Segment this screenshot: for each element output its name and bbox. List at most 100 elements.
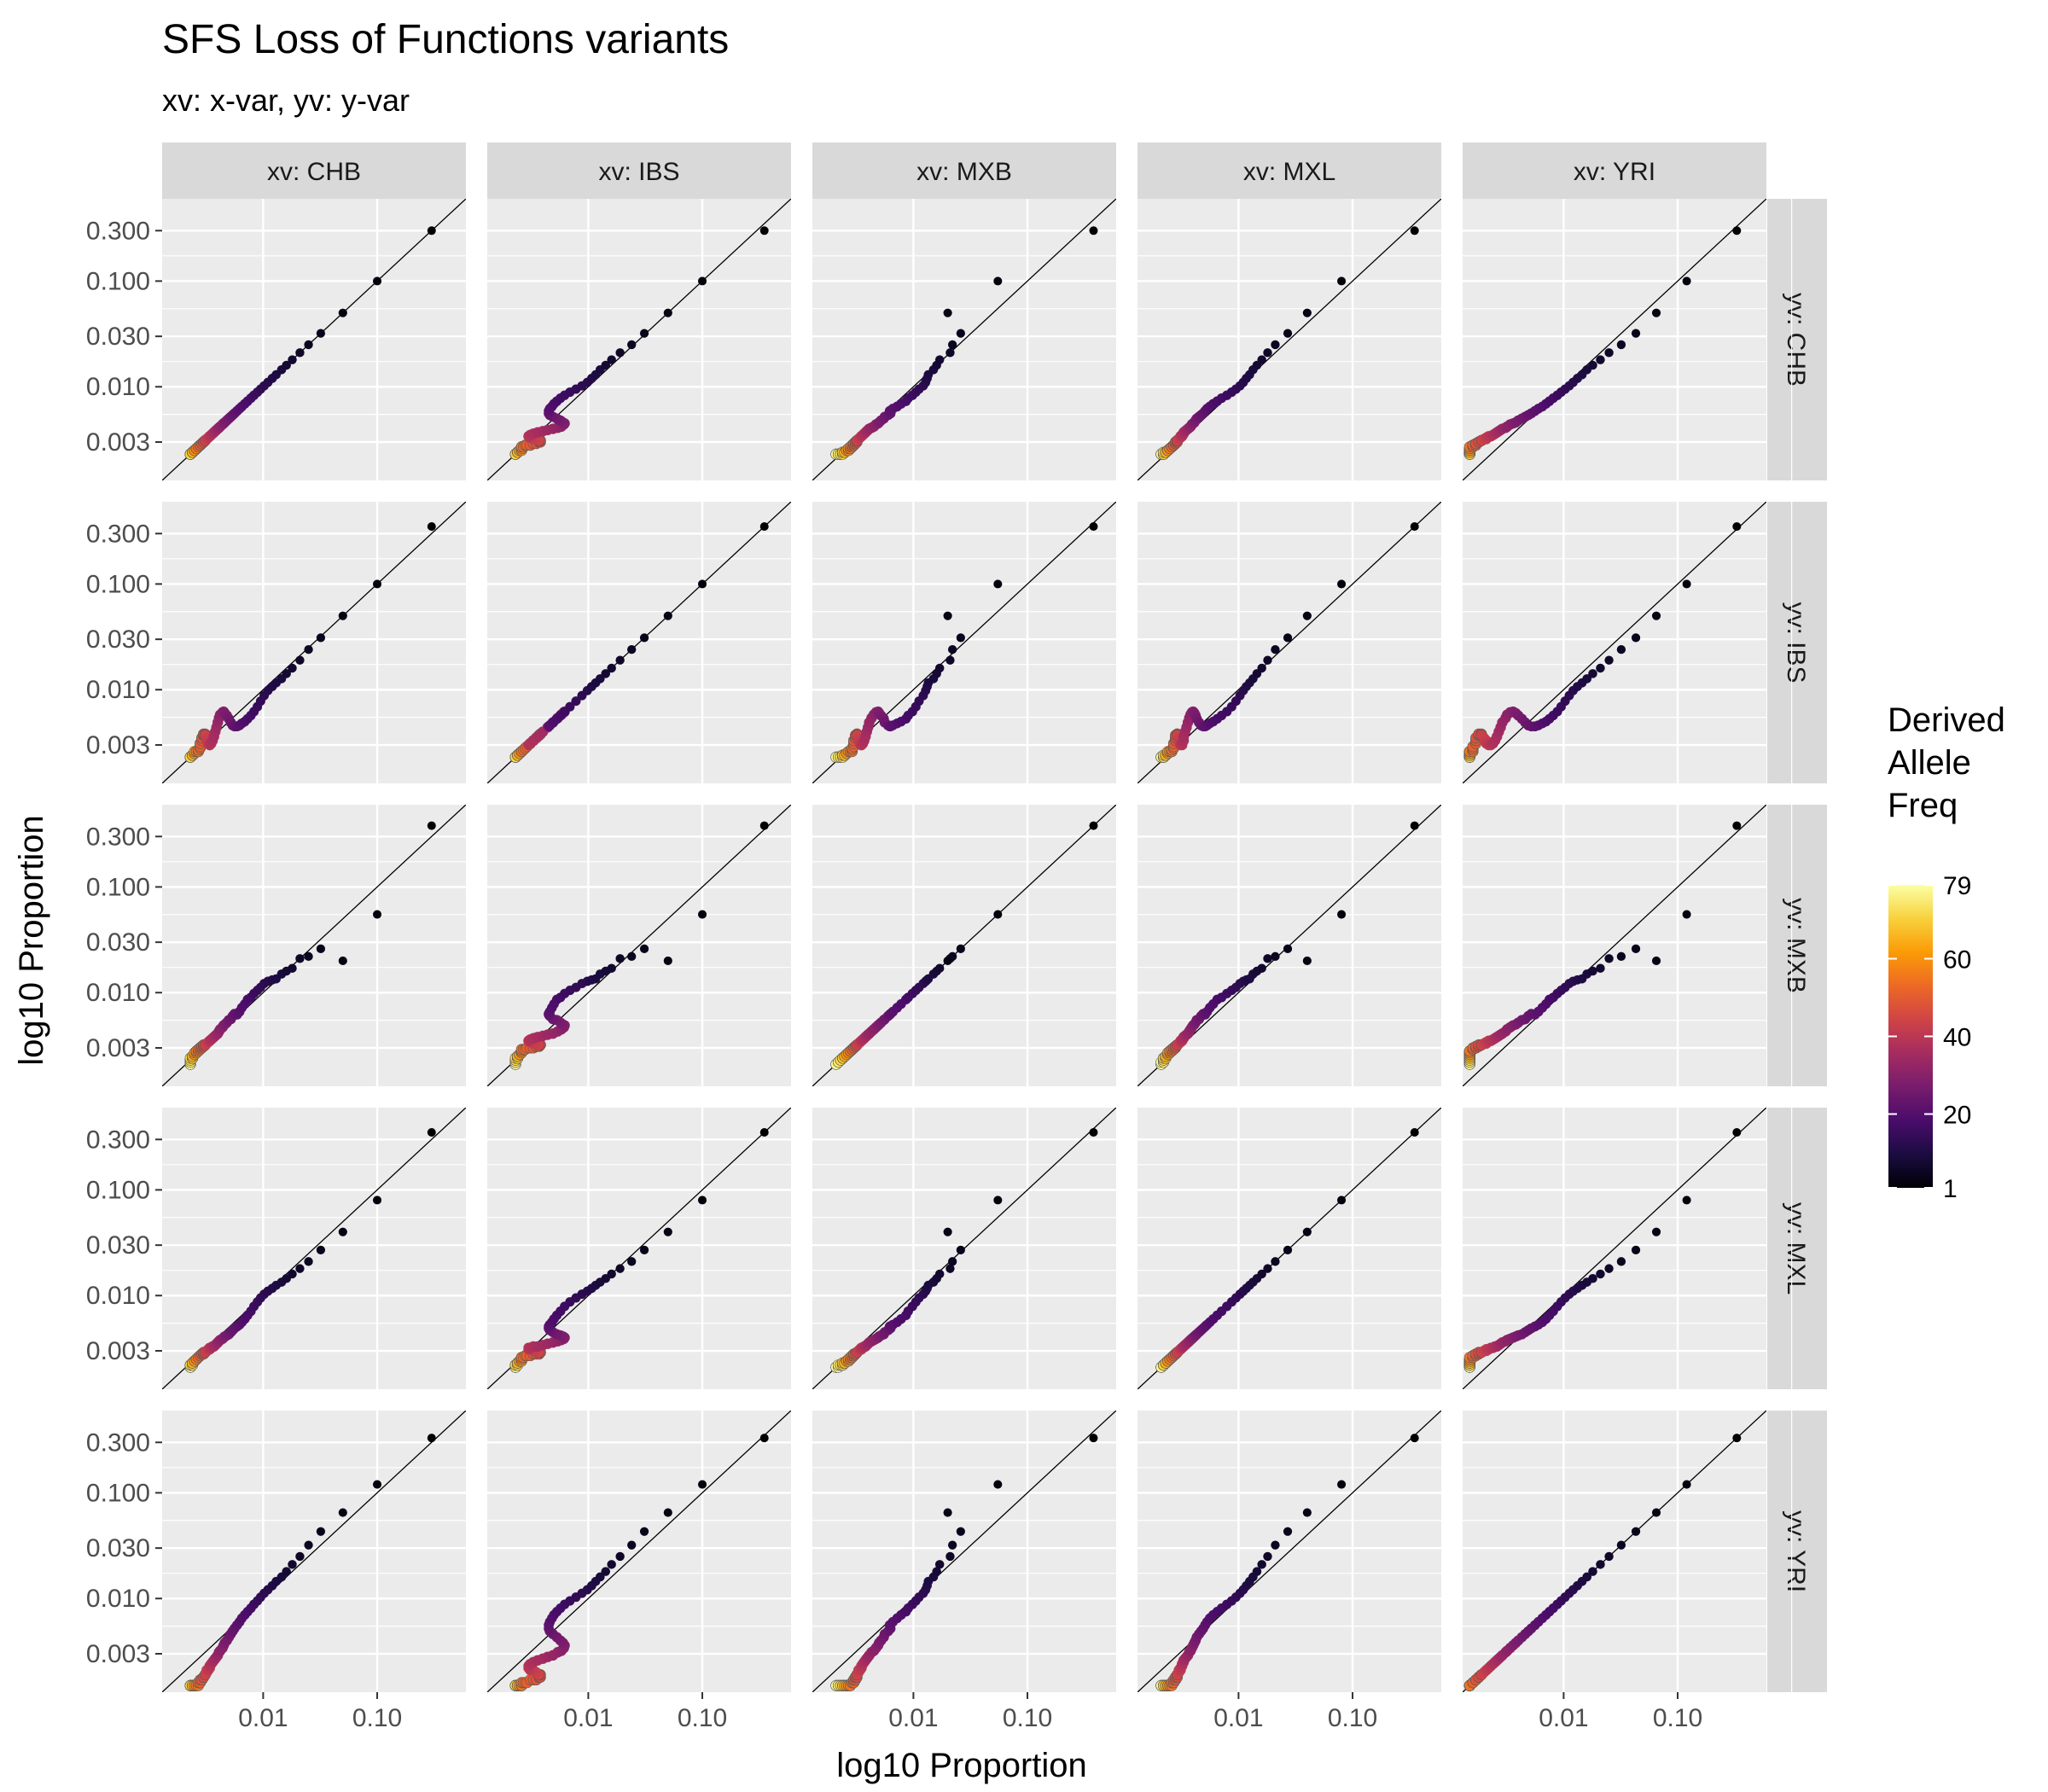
x-tick-label: 0.01 — [238, 1704, 288, 1732]
facet-panel — [1124, 1411, 1468, 1692]
data-point — [1302, 308, 1312, 317]
data-point — [943, 956, 952, 966]
data-point — [1337, 1196, 1347, 1205]
facet-panel — [474, 1108, 817, 1389]
data-point — [1588, 360, 1597, 370]
data-point — [1682, 1480, 1691, 1489]
data-point — [627, 1540, 637, 1550]
data-point — [627, 644, 637, 655]
data-point — [372, 579, 382, 589]
data-point — [1337, 579, 1347, 589]
legend-tick-label: 20 — [1943, 1102, 1971, 1130]
data-point — [1283, 329, 1293, 338]
data-point — [1604, 655, 1614, 665]
row-strip: yv: YRI — [1767, 1411, 1827, 1692]
data-point — [639, 1245, 649, 1254]
data-point — [1732, 1434, 1742, 1443]
facet-panel — [799, 805, 1143, 1086]
data-point — [372, 1480, 382, 1489]
data-point — [947, 1540, 957, 1550]
x-tick-label: 0.10 — [1328, 1704, 1377, 1732]
facet-panel — [1124, 199, 1468, 480]
data-point — [1337, 276, 1347, 286]
x-tick-label: 0.01 — [1539, 1704, 1588, 1732]
data-point — [304, 951, 313, 961]
facet-panel — [148, 502, 492, 783]
data-point — [1596, 1269, 1605, 1279]
data-point — [295, 1264, 305, 1273]
x-tick-label: 0.10 — [678, 1704, 727, 1732]
data-point — [607, 1269, 616, 1279]
data-point — [759, 1127, 769, 1137]
x-tick-label: 0.01 — [563, 1704, 613, 1732]
data-point — [1089, 1434, 1098, 1443]
data-point — [571, 696, 581, 707]
y-tick-labels: 0.003 0.010 0.030 0.100 0.300 0.003 0.010 0.030… — [86, 217, 162, 1668]
data-point — [1582, 1572, 1591, 1582]
data-point — [993, 1196, 1003, 1205]
data-point — [607, 355, 616, 364]
data-point — [288, 1560, 297, 1569]
data-point — [338, 1227, 347, 1236]
data-point — [1283, 633, 1293, 643]
data-point — [1410, 226, 1419, 236]
data-point — [1263, 954, 1272, 963]
facet-panel — [799, 502, 1143, 783]
data-point — [1410, 1127, 1419, 1137]
data-point — [601, 669, 611, 678]
data-point — [1631, 329, 1641, 338]
data-point — [956, 1527, 965, 1536]
identity-line — [812, 1411, 1116, 1692]
data-point — [1263, 1264, 1272, 1273]
data-point — [288, 1269, 297, 1279]
data-point — [1283, 944, 1293, 953]
x-tick-label: 0.10 — [352, 1704, 402, 1732]
data-point — [934, 1269, 945, 1279]
data-point — [304, 1540, 313, 1550]
data-point — [304, 340, 313, 350]
facet-panel — [148, 1108, 492, 1389]
row-strip-label: yv: YRI — [1782, 1510, 1810, 1592]
data-point — [639, 633, 649, 643]
data-point — [663, 611, 672, 620]
data-point — [1302, 956, 1312, 966]
y-tick-label: 0.010 — [86, 1282, 150, 1310]
data-point — [697, 1196, 707, 1205]
row-strip: yv: MXB — [1767, 805, 1827, 1086]
facet-panel — [1449, 199, 1793, 480]
chart-subtitle: xv: x-var, yv: y-var — [162, 83, 410, 118]
data-point — [943, 1227, 952, 1236]
data-point — [1596, 963, 1605, 973]
data-point — [1283, 1245, 1293, 1254]
data-point — [1582, 674, 1591, 684]
data-point — [607, 963, 616, 973]
data-point — [427, 1127, 436, 1137]
data-point — [663, 956, 672, 966]
y-tick-label: 0.003 — [86, 1640, 150, 1668]
data-point — [295, 655, 305, 665]
data-point — [295, 1551, 305, 1562]
data-point — [607, 1560, 616, 1569]
data-point — [627, 951, 637, 961]
identity-line — [162, 1411, 466, 1692]
facet-panels — [148, 199, 1793, 1692]
row-strip: yv: IBS — [1767, 502, 1827, 783]
data-point — [1604, 1551, 1614, 1562]
facet-panel — [148, 805, 492, 1086]
data-point — [1089, 821, 1098, 830]
y-tick-label: 0.030 — [86, 1534, 150, 1562]
data-point — [288, 663, 297, 673]
data-point — [1283, 1527, 1293, 1536]
data-point — [759, 1434, 769, 1443]
data-point — [1089, 1127, 1098, 1137]
data-point — [1682, 910, 1691, 919]
y-tick-label: 0.300 — [86, 1428, 150, 1457]
facet-panel — [1449, 1411, 1793, 1692]
data-point — [993, 276, 1003, 286]
data-point — [316, 1245, 326, 1254]
data-point — [759, 226, 769, 236]
data-point — [1651, 1508, 1661, 1517]
data-point — [595, 1572, 605, 1582]
data-point — [956, 633, 965, 643]
y-tick-label: 0.030 — [86, 1231, 150, 1260]
